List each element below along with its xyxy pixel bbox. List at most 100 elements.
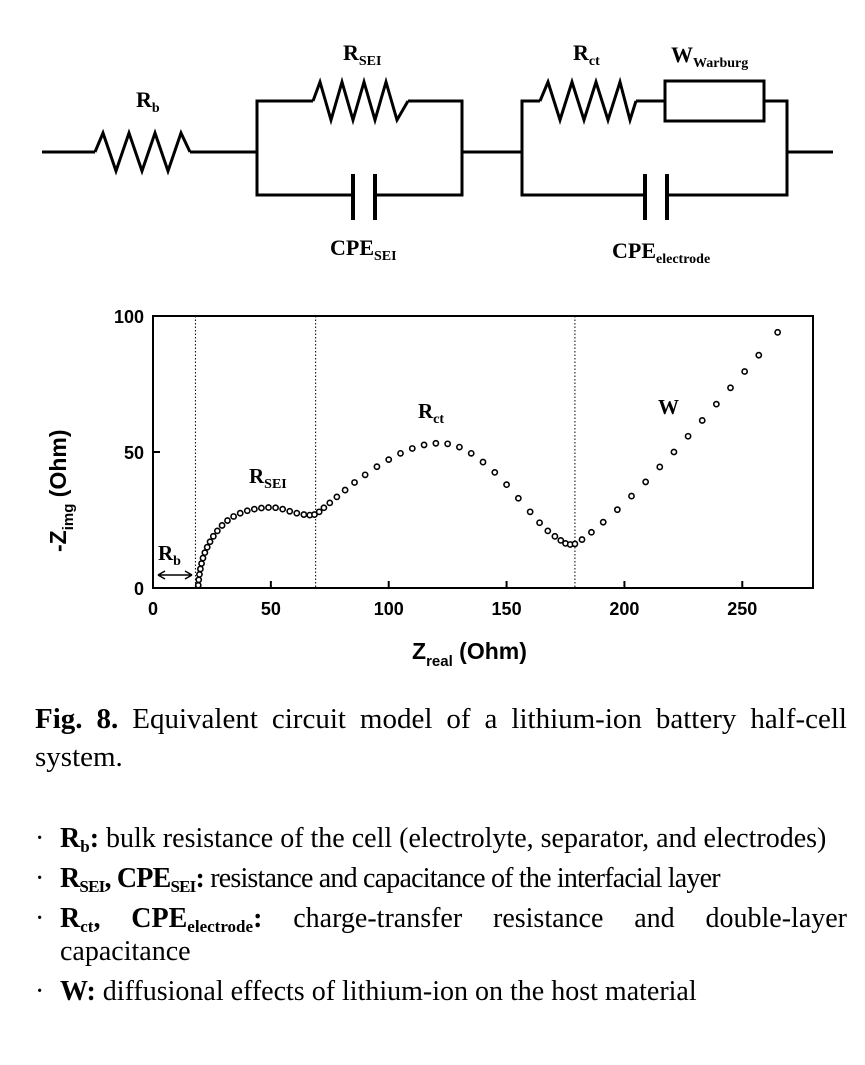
y-axis-label: -Zimg (Ohm) [45,430,77,553]
data-point [514,494,522,502]
annotation-rb: Rb [158,541,181,569]
data-point [351,479,358,486]
annotation-rsei: RSEI [249,464,287,492]
data-point [236,509,244,517]
data-point [503,481,510,489]
data-point [557,536,565,544]
data-point [397,449,404,457]
data-point [628,492,635,500]
data-point [213,527,221,535]
x-tick-label: 0 [148,599,158,619]
data-point [194,581,202,589]
data-point [698,417,706,424]
data-point [333,493,341,501]
definition-item: · Rct, CPEelectrode: charge-transfer res… [35,902,847,968]
rb-arrow [157,570,193,580]
resistor-rct [538,76,638,126]
data-point [613,506,621,514]
data-point [320,504,328,512]
data-point [206,538,214,546]
data-point [250,505,258,513]
data-point [712,400,720,408]
data-point [408,445,416,452]
data-point [279,505,287,513]
annotation-w: W [658,395,679,419]
data-point [195,576,203,584]
x-tick-label: 100 [374,599,404,619]
data-point [456,443,463,451]
data-point [272,504,279,512]
data-point [230,513,238,520]
term: Rct, CPEelectrode: [60,903,263,936]
definition-item: · W: diffusional effects of lithium-ion … [35,975,847,1008]
data-point [326,499,334,507]
data-point [444,440,452,448]
data-point [198,560,205,567]
data-point [479,458,487,466]
data-point [300,511,308,518]
x-tick-label: 150 [492,599,522,619]
definition-item: · RSEI, CPESEI: resistance and capacitan… [35,862,847,895]
data-point [526,508,534,516]
data-point [551,532,559,540]
plot-frame [152,315,814,589]
data-point [201,549,209,557]
y-axis-ticks: 0 50 100 [114,307,160,599]
term: Rb: [60,823,100,856]
data-point [432,439,440,447]
data-point [599,518,607,526]
label-rb: Rb [136,87,160,116]
data-point [218,522,226,529]
y-tick-label: 0 [134,579,144,599]
data-point [588,528,595,536]
y-tick-label: 100 [114,307,144,327]
nyquist-plot: 0 50 100 150 200 250 0 50 100 Rb RSEI Rct W Zre… [45,307,814,670]
x-axis-ticks: 0 50 100 150 200 250 [148,581,757,619]
x-tick-label: 50 [261,599,281,619]
data-point [684,432,692,440]
data-point [341,486,349,494]
data-point [286,507,294,515]
x-tick-label: 250 [727,599,757,619]
data-point [467,449,475,457]
data-point [293,509,301,517]
y-tick-label: 50 [124,443,144,463]
label-rct: Rct [573,40,600,69]
data-point [741,368,749,375]
label-cpe-sei: CPESEI [330,235,397,264]
bullet: · [35,823,45,854]
data-point [243,507,251,515]
data-point [196,565,204,573]
data-points [194,328,782,589]
data-point [727,384,734,392]
data-point [670,448,678,456]
label-cpe-electrode: CPEelectrode [612,238,710,267]
data-point [315,508,323,516]
caption-text: Equivalent circuit model of a lithium-io… [35,703,847,773]
resistor-rsei [311,76,410,126]
data-point [209,532,217,540]
data-point [311,511,318,518]
definition-text: diffusional effects of lithium-ion on th… [95,976,697,1007]
x-tick-label: 200 [609,599,639,619]
bullet: · [35,903,45,934]
data-point [385,456,393,464]
data-point [544,527,552,535]
bullet: · [35,863,44,894]
data-point [755,351,763,359]
capacitor-cpe-sei [351,174,377,220]
definition-item: · Rb: bulk resistance of the cell (elect… [35,822,847,855]
data-point [656,463,664,471]
data-point [420,441,428,449]
figure-caption: Fig. 8. Equivalent circuit model of a li… [35,700,847,776]
electrode-branch-frame [520,99,789,197]
data-point [265,504,272,511]
data-point [536,519,543,527]
data-point [642,478,650,486]
definitions-list: · Rb: bulk resistance of the cell (elect… [35,822,847,1015]
definition-text: bulk resistance of the cell (electrolyte… [99,823,827,854]
data-point [224,517,231,524]
data-point [361,471,369,479]
data-point [199,554,207,562]
label-rsei: RSEI [343,40,381,69]
